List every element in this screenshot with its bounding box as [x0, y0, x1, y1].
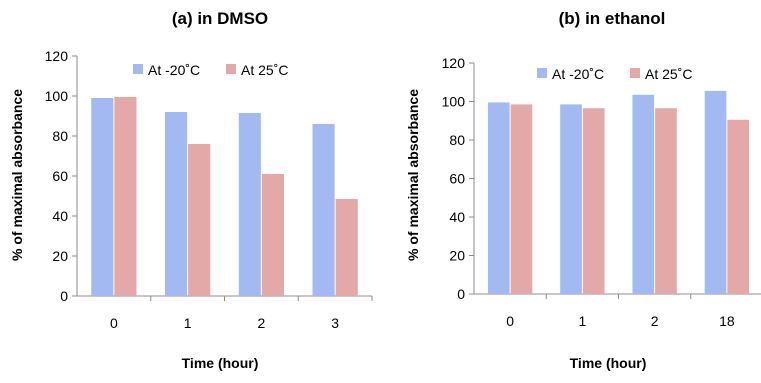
x-tick-label: 0 [110, 315, 118, 331]
chart-title: (b) in ethanol [559, 9, 666, 28]
bars [487, 90, 750, 295]
bar-25c-3 [335, 199, 358, 296]
y-tick-label: 20 [52, 248, 68, 264]
bar-25c-2 [261, 174, 284, 296]
y-tick-label: 40 [449, 209, 465, 225]
legend-label: At 25˚C [241, 62, 288, 78]
legend-label: At -20˚C [148, 62, 200, 78]
y-tick-label: 0 [60, 288, 68, 304]
bar-minus20c-1 [560, 104, 582, 294]
tick-labels: 0 20 40 60 80 100 120 0 1 2 3 [45, 48, 340, 331]
y-tick-label: 100 [45, 88, 69, 104]
y-tick-label: 120 [45, 48, 69, 64]
y-tick-label: 60 [449, 171, 465, 187]
x-tick-label: 3 [331, 315, 339, 331]
bar-25c-2 [655, 108, 677, 294]
x-tick-label: 18 [719, 313, 735, 329]
legend-swatch [537, 68, 547, 78]
y-tick-label: 20 [449, 248, 465, 264]
y-tick-label: 80 [449, 132, 465, 148]
x-tick-label: 1 [184, 315, 192, 331]
bar-25c-0 [510, 104, 533, 294]
panel-dmso: (a) in DMSO % of maximal absorbance Time… [9, 9, 373, 371]
panel-ethanol: (b) in ethanol % of maximal absorbance T… [405, 9, 761, 371]
legend-swatch [133, 64, 143, 74]
legend-label: At 25˚C [645, 66, 692, 82]
bar-minus20c-3 [312, 124, 335, 296]
legend-swatch [226, 64, 236, 74]
x-tick-label: 2 [257, 315, 265, 331]
x-axis-label: Time (hour) [570, 355, 647, 371]
bar-25c-0 [114, 97, 137, 296]
y-axis-label: % of maximal absorbance [9, 89, 25, 261]
y-tick-label: 120 [442, 55, 466, 71]
bar-minus20c-1 [165, 112, 188, 296]
y-axis-label: % of maximal absorbance [405, 89, 421, 261]
x-tick-label: 0 [506, 313, 514, 329]
legend: At -20˚C At 25˚C [537, 66, 692, 82]
legend-label: At -20˚C [552, 66, 604, 82]
x-axis-label: Time (hour) [182, 355, 259, 371]
tick-labels: 0 20 40 60 80 100 120 0 1 2 18 [442, 55, 735, 329]
chart-title: (a) in DMSO [172, 9, 268, 28]
y-tick-label: 0 [457, 286, 465, 302]
bars [91, 97, 358, 296]
bar-minus20c-2 [632, 94, 655, 294]
y-tick-label: 100 [442, 94, 466, 110]
y-tick-label: 80 [52, 128, 68, 144]
y-tick-label: 60 [52, 168, 68, 184]
bar-minus20c-18 [704, 90, 727, 294]
bar-25c-18 [727, 119, 750, 294]
legend-swatch [630, 68, 640, 78]
bar-25c-1 [188, 144, 211, 296]
bar-25c-1 [582, 108, 605, 294]
bar-minus20c-0 [91, 98, 114, 296]
y-tick-label: 40 [52, 208, 68, 224]
bar-minus20c-0 [487, 102, 510, 295]
legend: At -20˚C At 25˚C [133, 62, 288, 78]
x-tick-label: 1 [578, 313, 586, 329]
bar-minus20c-2 [238, 113, 261, 296]
x-tick-label: 2 [651, 313, 659, 329]
